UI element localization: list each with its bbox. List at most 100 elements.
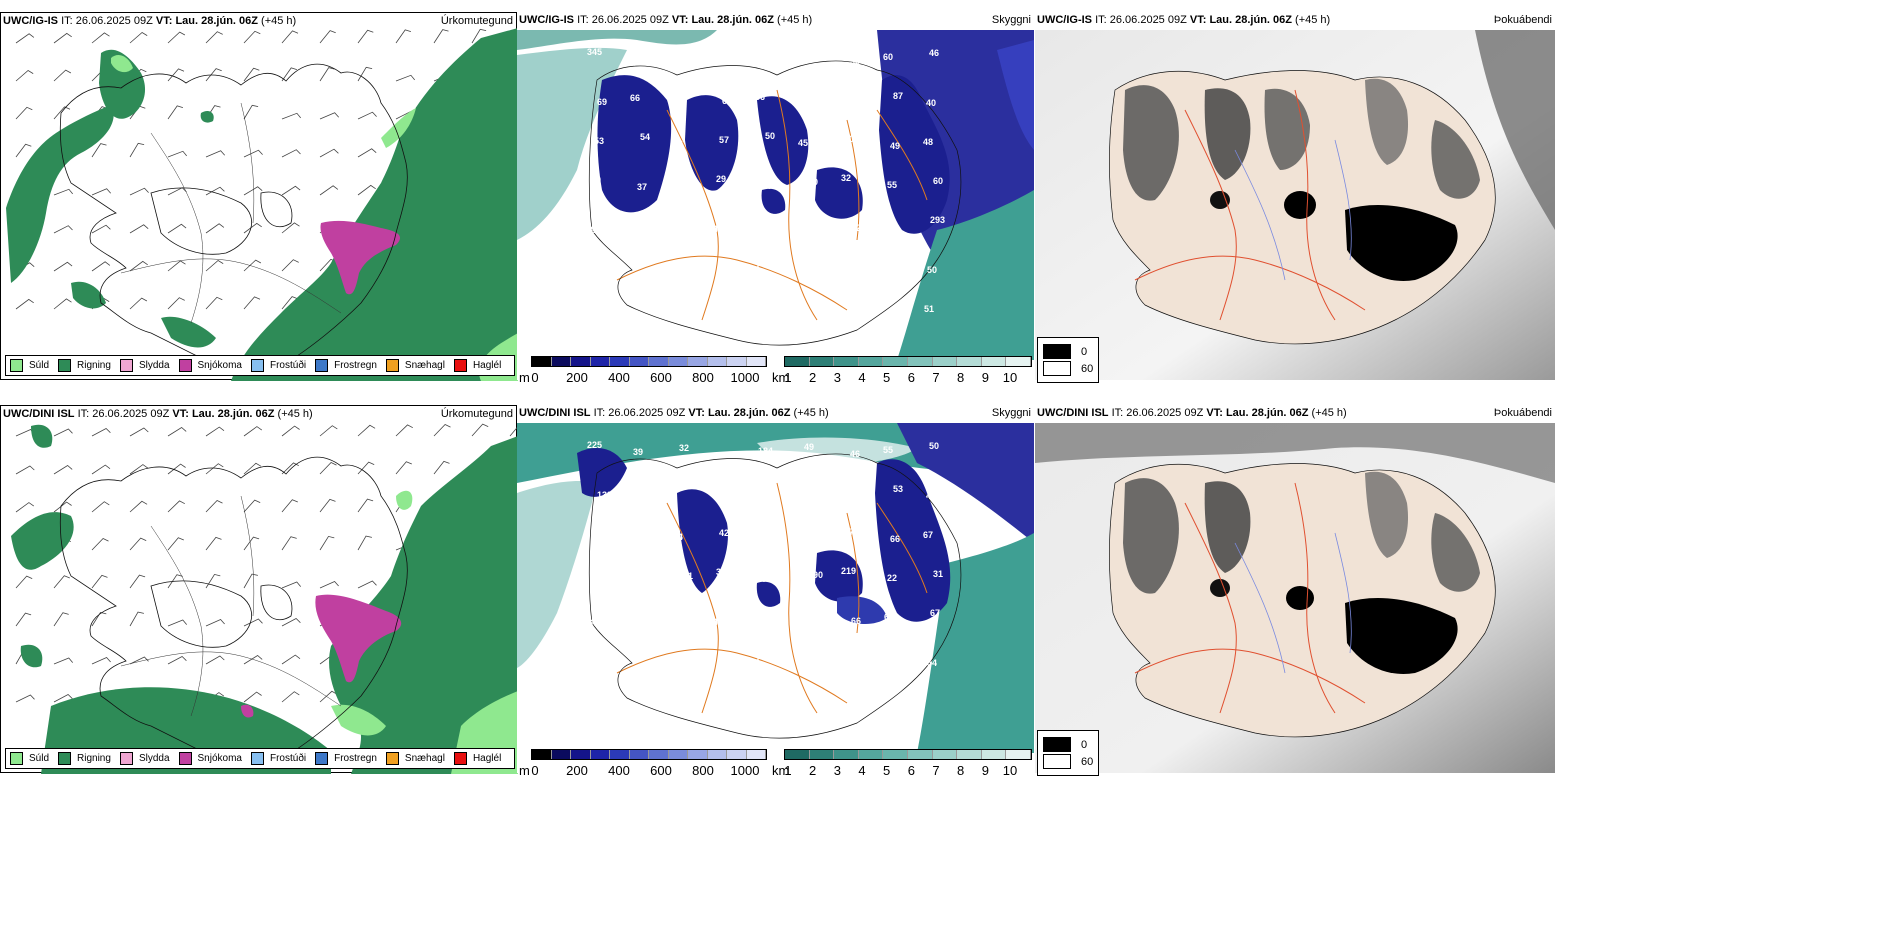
cloud-base-label: 69 <box>884 612 894 622</box>
fog-map-ig <box>1035 30 1555 380</box>
cloud-base-label: 61 <box>683 571 693 581</box>
wind-barb <box>243 536 260 551</box>
visibility-colorbar-ig: km 1 2 3 4 5 6 7 8 9 10 <box>772 356 1034 386</box>
wind-barb <box>91 143 107 158</box>
wind-barb <box>243 462 262 475</box>
cloud-base-label: 49 <box>676 89 686 99</box>
precip-panel-ig: UWC/IG-IS IT: 26.06.2025 09Z VT: Lau. 28… <box>0 12 518 381</box>
cloud-base-label: 98 <box>766 309 776 319</box>
cloud-base-label: 32 <box>588 225 598 235</box>
cloud-base-label: 39 <box>847 95 857 105</box>
colorbar-tick-label: 7 <box>932 370 940 385</box>
wind-barb <box>243 104 259 120</box>
wind-barb <box>205 260 224 272</box>
cloud-base-label: 32 <box>841 173 851 183</box>
wind-barb <box>243 499 261 513</box>
cloud-base-label: 50 <box>927 265 937 275</box>
legend-label: Frostúði <box>269 360 307 371</box>
precip-legend-item: Rigning <box>58 359 111 372</box>
wind-barb <box>205 426 225 437</box>
wind-barb <box>53 32 72 44</box>
wind-barb <box>243 186 263 196</box>
fog-legend-swatch <box>1043 344 1071 359</box>
legend-swatch <box>385 752 399 765</box>
wind-barb <box>319 425 338 437</box>
cloud-base-label: 54 <box>927 658 937 668</box>
wind-barb <box>91 611 107 627</box>
wind-barb <box>319 185 339 196</box>
cloud-base-label: 166 <box>630 486 645 496</box>
cloud-base-label: 42 <box>719 528 729 538</box>
cloud-base-label: 60 <box>595 303 605 313</box>
wind-barb <box>129 427 149 437</box>
cloud-base-label: 175 <box>725 450 740 460</box>
cloud-base-label: 70 <box>756 652 766 662</box>
panel-title-visibility: Skyggni <box>991 14 1031 26</box>
cloud-base-label: 39 <box>716 567 726 577</box>
wind-barb <box>167 68 185 82</box>
wind-barb <box>357 461 375 475</box>
fog-legend-label: 0 <box>1081 345 1088 358</box>
legend-label: Súld <box>29 360 50 371</box>
wind-barb <box>319 462 337 475</box>
wind-barb <box>91 464 111 475</box>
header-precip-ig: UWC/IG-IS IT: 26.06.2025 09Z VT: Lau. 28… <box>3 15 297 27</box>
colorbar-tick-label: 3 <box>833 763 841 778</box>
wind-barb <box>53 225 73 234</box>
cloud-base-label: 34 <box>881 258 891 268</box>
wind-barb <box>319 67 335 82</box>
wind-barb <box>205 619 225 627</box>
precip-legend-item: Snæhagl <box>385 752 445 765</box>
cloud-base-label: 62 <box>680 217 690 227</box>
cloud-base-label: 58 <box>723 656 733 666</box>
cloud-base-label: 77 <box>762 574 772 584</box>
colorbar-tick-label: 600 <box>650 763 672 778</box>
wind-barb <box>91 574 108 589</box>
wind-barb <box>357 148 377 158</box>
colorbar-tick-label: 400 <box>608 763 630 778</box>
precip-legend-item: Frostúði <box>250 752 306 765</box>
wind-barb <box>395 461 412 475</box>
precip-legend-item: Snjókoma <box>178 752 242 765</box>
wind-barb <box>53 612 69 627</box>
panel-title-fog: Þokuábendi <box>1493 14 1552 26</box>
wind-barb <box>15 575 33 589</box>
header-visibility-dini: UWC/DINI ISL IT: 26.06.2025 09Z VT: Lau.… <box>519 407 829 419</box>
cloud-base-label: 40 <box>844 134 854 144</box>
panel-title-precip: Úrkomutegund <box>440 15 513 27</box>
wind-barb <box>243 618 263 627</box>
wind-barb <box>433 460 450 475</box>
colorbar-tick-label: 1 <box>784 370 792 385</box>
wind-barb <box>167 105 184 120</box>
colorbar-tick-label: 0 <box>531 763 539 778</box>
wind-barb <box>91 224 111 234</box>
cloud-base-label: 67 <box>930 608 940 618</box>
colorbar-strip <box>784 749 1032 760</box>
wind-barb <box>205 296 223 310</box>
colorbar-tick-label: 5 <box>883 370 891 385</box>
cloud-base-label: 40 <box>848 655 858 665</box>
cloud-base-label: 78 <box>759 613 769 623</box>
colorbar-tick-label: 9 <box>981 370 989 385</box>
cloud-base-label: 198 <box>633 54 648 64</box>
wind-barb <box>281 581 302 589</box>
cloud-base-label: 78 <box>848 262 858 272</box>
wind-barb <box>319 690 338 703</box>
visibility-colorbar-dini: km 1 2 3 4 5 6 7 8 9 10 <box>772 749 1034 779</box>
cloud-base-label: 76 <box>756 259 766 269</box>
cloud-base-label: 53 <box>893 484 903 494</box>
colorbar-tick-label: 3 <box>833 370 841 385</box>
wind-barb <box>129 187 149 196</box>
cloud-base-label: 306 <box>679 50 694 60</box>
wind-barb <box>395 424 413 437</box>
legend-label: Slydda <box>138 753 170 764</box>
wind-barb <box>319 112 340 120</box>
wind-barb <box>167 463 186 475</box>
cloud-base-label: 58 <box>850 56 860 66</box>
precip-legend-item: Slydda <box>119 752 170 765</box>
cloud-base-label: 60 <box>883 52 893 62</box>
legend-label: Súld <box>29 753 50 764</box>
wind-barb <box>319 498 336 513</box>
fog-legend-row: 0 <box>1043 737 1093 752</box>
wind-barb <box>471 28 487 44</box>
